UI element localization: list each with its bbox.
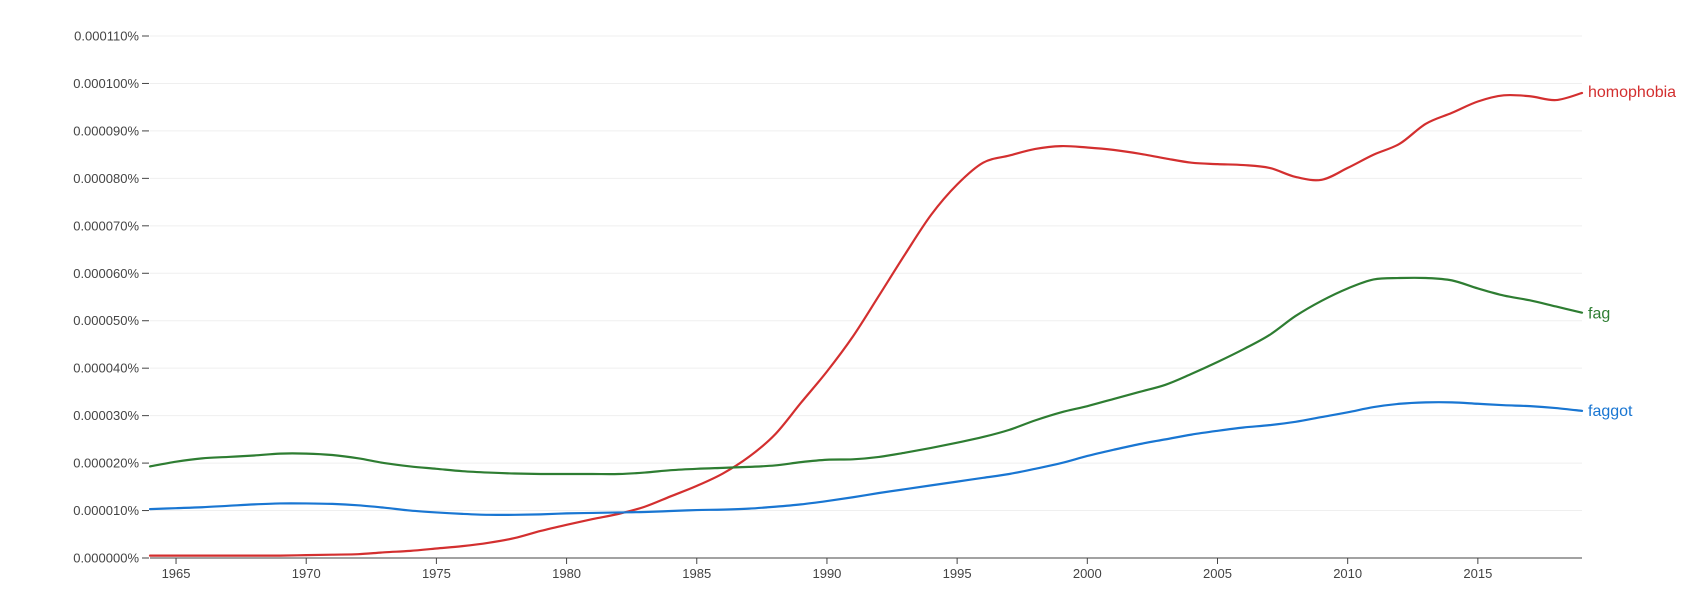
y-tick-label: 0.000030% <box>73 408 139 423</box>
series-label-homophobia[interactable]: homophobia <box>1588 84 1676 101</box>
y-tick-label: 0.000080% <box>73 171 139 186</box>
series-line-fag[interactable] <box>148 276 1584 476</box>
y-tick-label: 0.000000% <box>73 551 139 566</box>
x-tick-label: 1995 <box>943 566 972 581</box>
y-tick-label: 0.000050% <box>73 313 139 328</box>
y-tick-label: 0.000110% <box>74 29 139 44</box>
x-axis-ticks: 1965 1970 1975 1980 1985 1990 1995 2000 2005 2010… <box>162 558 1492 581</box>
series-lines <box>148 91 1584 557</box>
series-line-faggot[interactable] <box>148 401 1584 517</box>
y-tick-label: 0.000100% <box>73 76 139 91</box>
grid-lines <box>150 35 1582 512</box>
series-label-faggot[interactable]: faggot <box>1588 403 1633 420</box>
x-tick-label: 2005 <box>1203 566 1232 581</box>
y-tick-label: 0.000010% <box>73 503 139 518</box>
y-tick-label: 0.000090% <box>73 123 139 138</box>
x-tick-label: 1990 <box>812 566 841 581</box>
y-tick-label: 0.000020% <box>73 456 139 471</box>
series-line-homophobia[interactable] <box>148 91 1584 557</box>
x-tick-label: 2010 <box>1333 566 1362 581</box>
series-labels: homophobia fag faggot <box>1588 84 1676 420</box>
y-tick-label: 0.000040% <box>73 361 139 376</box>
x-tick-label: 1980 <box>552 566 581 581</box>
x-tick-label: 2000 <box>1073 566 1102 581</box>
series-label-fag[interactable]: fag <box>1588 306 1610 323</box>
x-tick-label: 1965 <box>162 566 191 581</box>
x-tick-label: 1985 <box>682 566 711 581</box>
x-tick-label: 2015 <box>1463 566 1492 581</box>
y-tick-label: 0.000060% <box>73 266 139 281</box>
y-axis-ticks: 0.000000% 0.000010% 0.000020% 0.000030% 0.00… <box>73 29 149 566</box>
y-tick-label: 0.000070% <box>73 218 139 233</box>
x-tick-label: 1970 <box>292 566 321 581</box>
x-tick-label: 1975 <box>422 566 451 581</box>
